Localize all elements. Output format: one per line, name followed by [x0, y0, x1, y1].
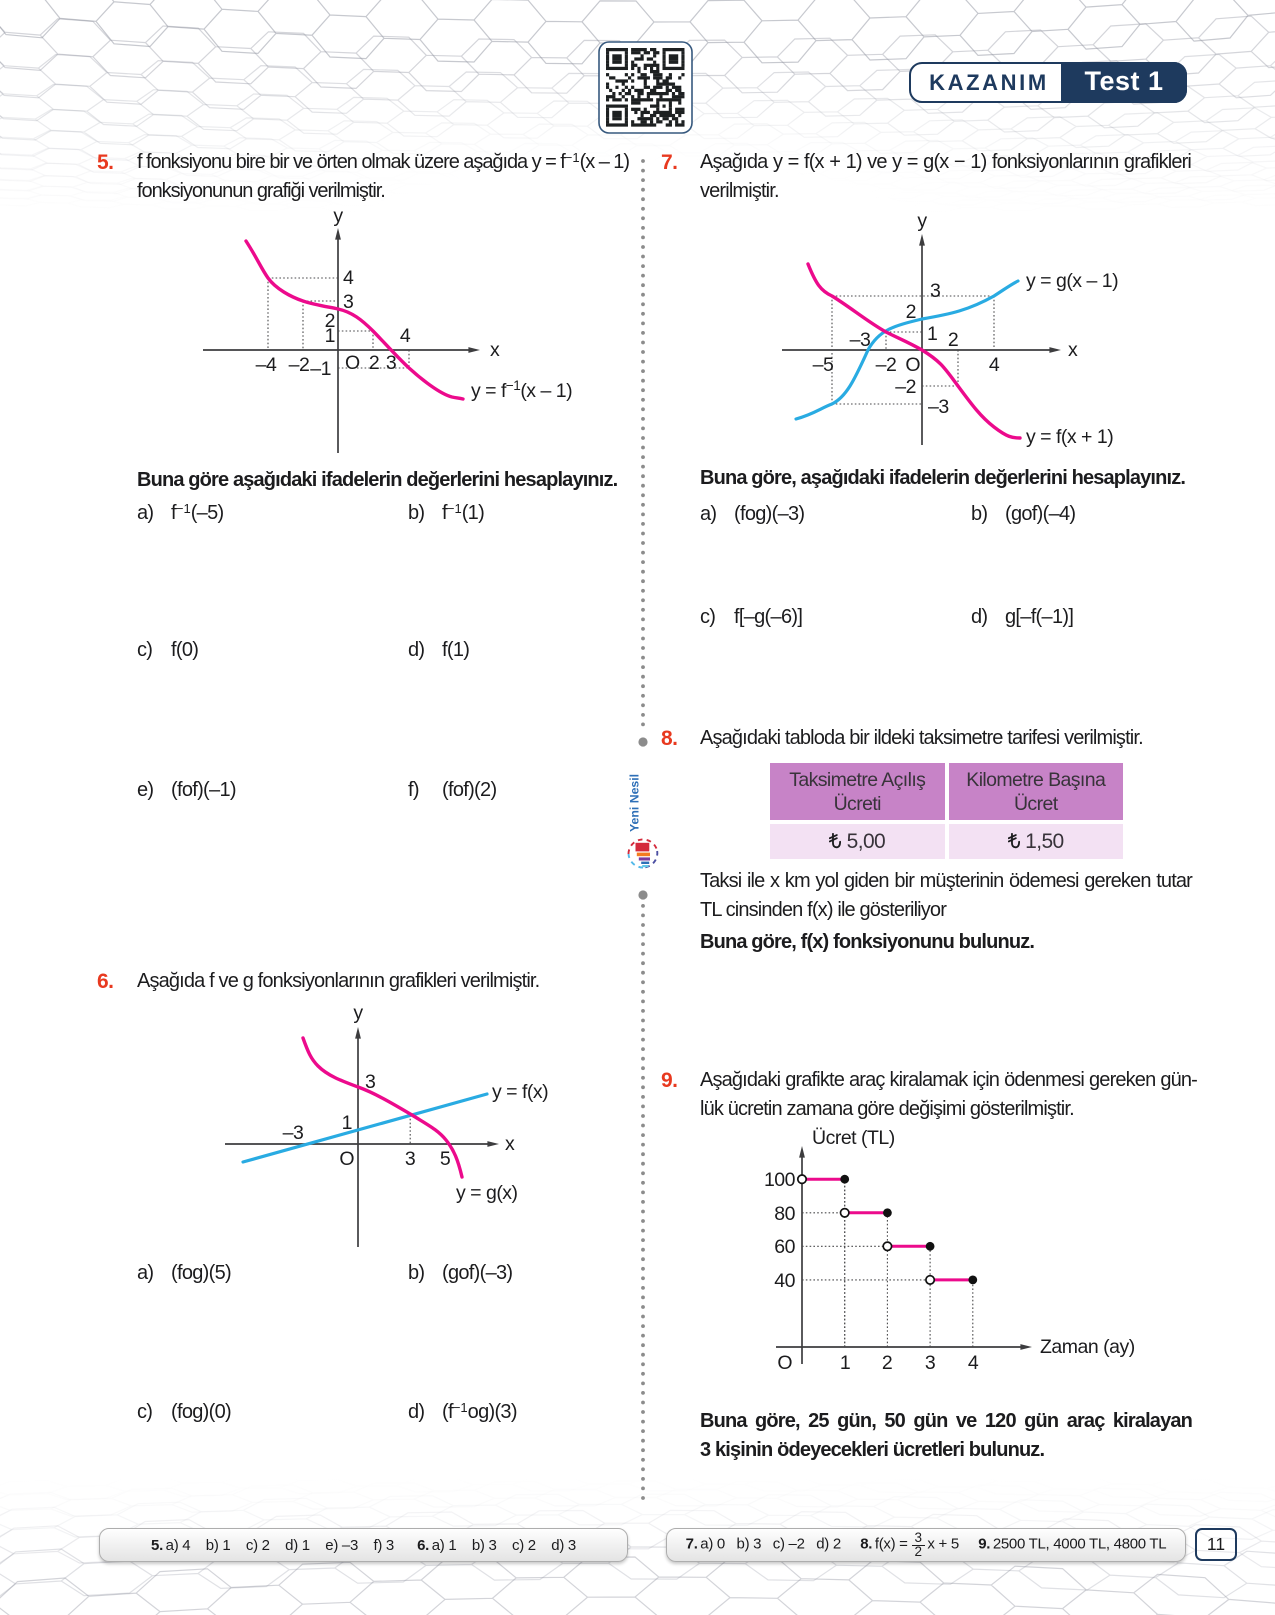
svg-text:4: 4 — [989, 354, 1000, 376]
svg-text:x: x — [1068, 339, 1078, 361]
svg-text:O: O — [905, 354, 920, 376]
svg-text:3: 3 — [386, 352, 396, 374]
svg-text:100: 100 — [764, 1169, 796, 1191]
svg-text:y: y — [917, 210, 927, 232]
svg-text:2: 2 — [325, 310, 335, 332]
svg-text:40: 40 — [774, 1270, 795, 1292]
svg-text:1: 1 — [840, 1352, 850, 1374]
svg-text:60: 60 — [774, 1236, 795, 1258]
svg-text:O: O — [345, 352, 360, 374]
svg-text:x: x — [490, 339, 500, 361]
svg-text:y = g(x – 1): y = g(x – 1) — [1026, 270, 1118, 292]
svg-text:x: x — [505, 1133, 515, 1155]
svg-text:Yeni Nesil: Yeni Nesil — [628, 774, 642, 832]
svg-text:O: O — [777, 1352, 792, 1374]
svg-text:y = g(x): y = g(x) — [456, 1182, 518, 1204]
svg-text:4: 4 — [343, 267, 354, 289]
svg-text:–3: –3 — [283, 1122, 304, 1144]
svg-text:3: 3 — [343, 291, 353, 313]
svg-text:2: 2 — [882, 1352, 892, 1374]
svg-text:1: 1 — [927, 323, 937, 345]
svg-text:–3: –3 — [850, 329, 871, 351]
svg-text:2: 2 — [369, 352, 379, 374]
svg-text:5: 5 — [440, 1148, 451, 1170]
svg-text:y: y — [353, 1005, 363, 1024]
svg-text:–2: –2 — [895, 376, 916, 398]
svg-text:Ücret (TL): Ücret (TL) — [812, 1127, 895, 1149]
svg-text:3: 3 — [930, 280, 940, 302]
svg-text:Zaman (ay): Zaman (ay) — [1040, 1336, 1135, 1358]
svg-text:y = f(x + 1): y = f(x + 1) — [1026, 426, 1113, 448]
svg-text:80: 80 — [774, 1203, 795, 1225]
svg-text:–2: –2 — [876, 354, 897, 376]
svg-text:–1: –1 — [310, 358, 331, 380]
svg-text:O: O — [339, 1148, 354, 1170]
svg-text:–5: –5 — [813, 354, 834, 376]
svg-text:y = f−1(x – 1): y = f−1(x – 1) — [471, 378, 572, 403]
svg-text:3: 3 — [925, 1352, 935, 1374]
svg-text:4: 4 — [400, 325, 411, 347]
svg-text:y = f(x): y = f(x) — [492, 1081, 548, 1103]
svg-text:1: 1 — [342, 1112, 352, 1134]
svg-text:2: 2 — [906, 301, 916, 323]
svg-text:–2: –2 — [289, 354, 310, 376]
svg-text:–3: –3 — [928, 396, 949, 418]
svg-text:y: y — [333, 205, 343, 227]
svg-text:2: 2 — [948, 329, 958, 351]
svg-text:4: 4 — [968, 1352, 979, 1374]
svg-text:3: 3 — [365, 1071, 375, 1093]
svg-text:–4: –4 — [256, 354, 277, 376]
svg-text:1: 1 — [325, 325, 335, 347]
svg-text:3: 3 — [405, 1148, 415, 1170]
